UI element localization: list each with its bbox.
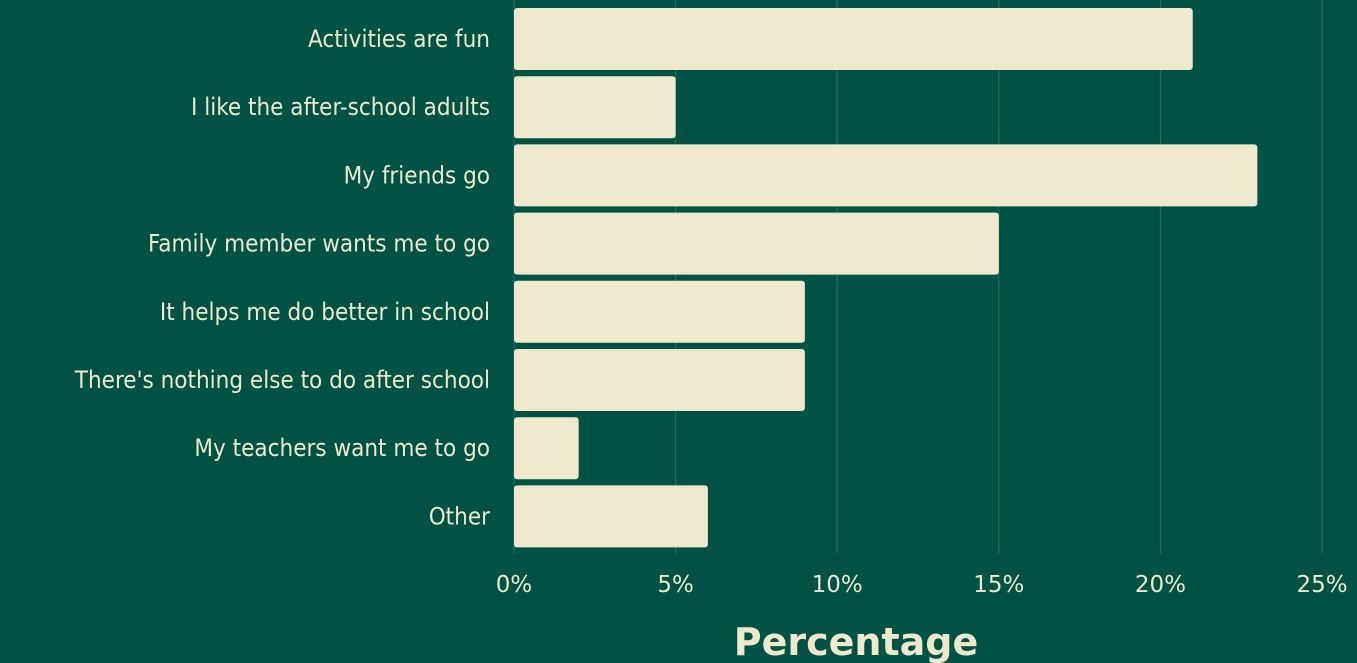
x-tick-label: 10%: [812, 572, 863, 598]
bar: [514, 144, 1258, 207]
x-tick-label: 5%: [657, 572, 694, 598]
category-label: It helps me do better in school: [160, 298, 490, 326]
x-tick-label: 20%: [1135, 572, 1186, 598]
x-tick-label: 25%: [1296, 572, 1347, 598]
category-label: My friends go: [344, 161, 490, 189]
bar: [514, 8, 1193, 70]
bar: [514, 417, 579, 480]
category-label: I like the after-school adults: [191, 93, 490, 121]
bar: [514, 485, 708, 548]
bar: [514, 212, 999, 275]
category-label: Activities are fun: [308, 25, 490, 53]
category-label: Other: [429, 502, 490, 530]
category-label: Family member wants me to go: [148, 230, 490, 258]
bar: [514, 349, 805, 411]
x-tick-label: 0%: [496, 572, 533, 598]
bar: [514, 76, 676, 139]
category-label: My teachers want me to go: [194, 434, 490, 462]
x-tick-labels: 0% 5% 10% 15% 20% 25%: [496, 572, 1348, 598]
category-label: There's nothing else to do after school: [74, 366, 490, 394]
category-labels: Activities are fun I like the after-schoo…: [74, 25, 490, 530]
bar: [514, 280, 805, 343]
bars: [514, 8, 1258, 548]
x-axis-title: Percentage: [734, 620, 979, 663]
x-tick-label: 15%: [973, 572, 1024, 598]
